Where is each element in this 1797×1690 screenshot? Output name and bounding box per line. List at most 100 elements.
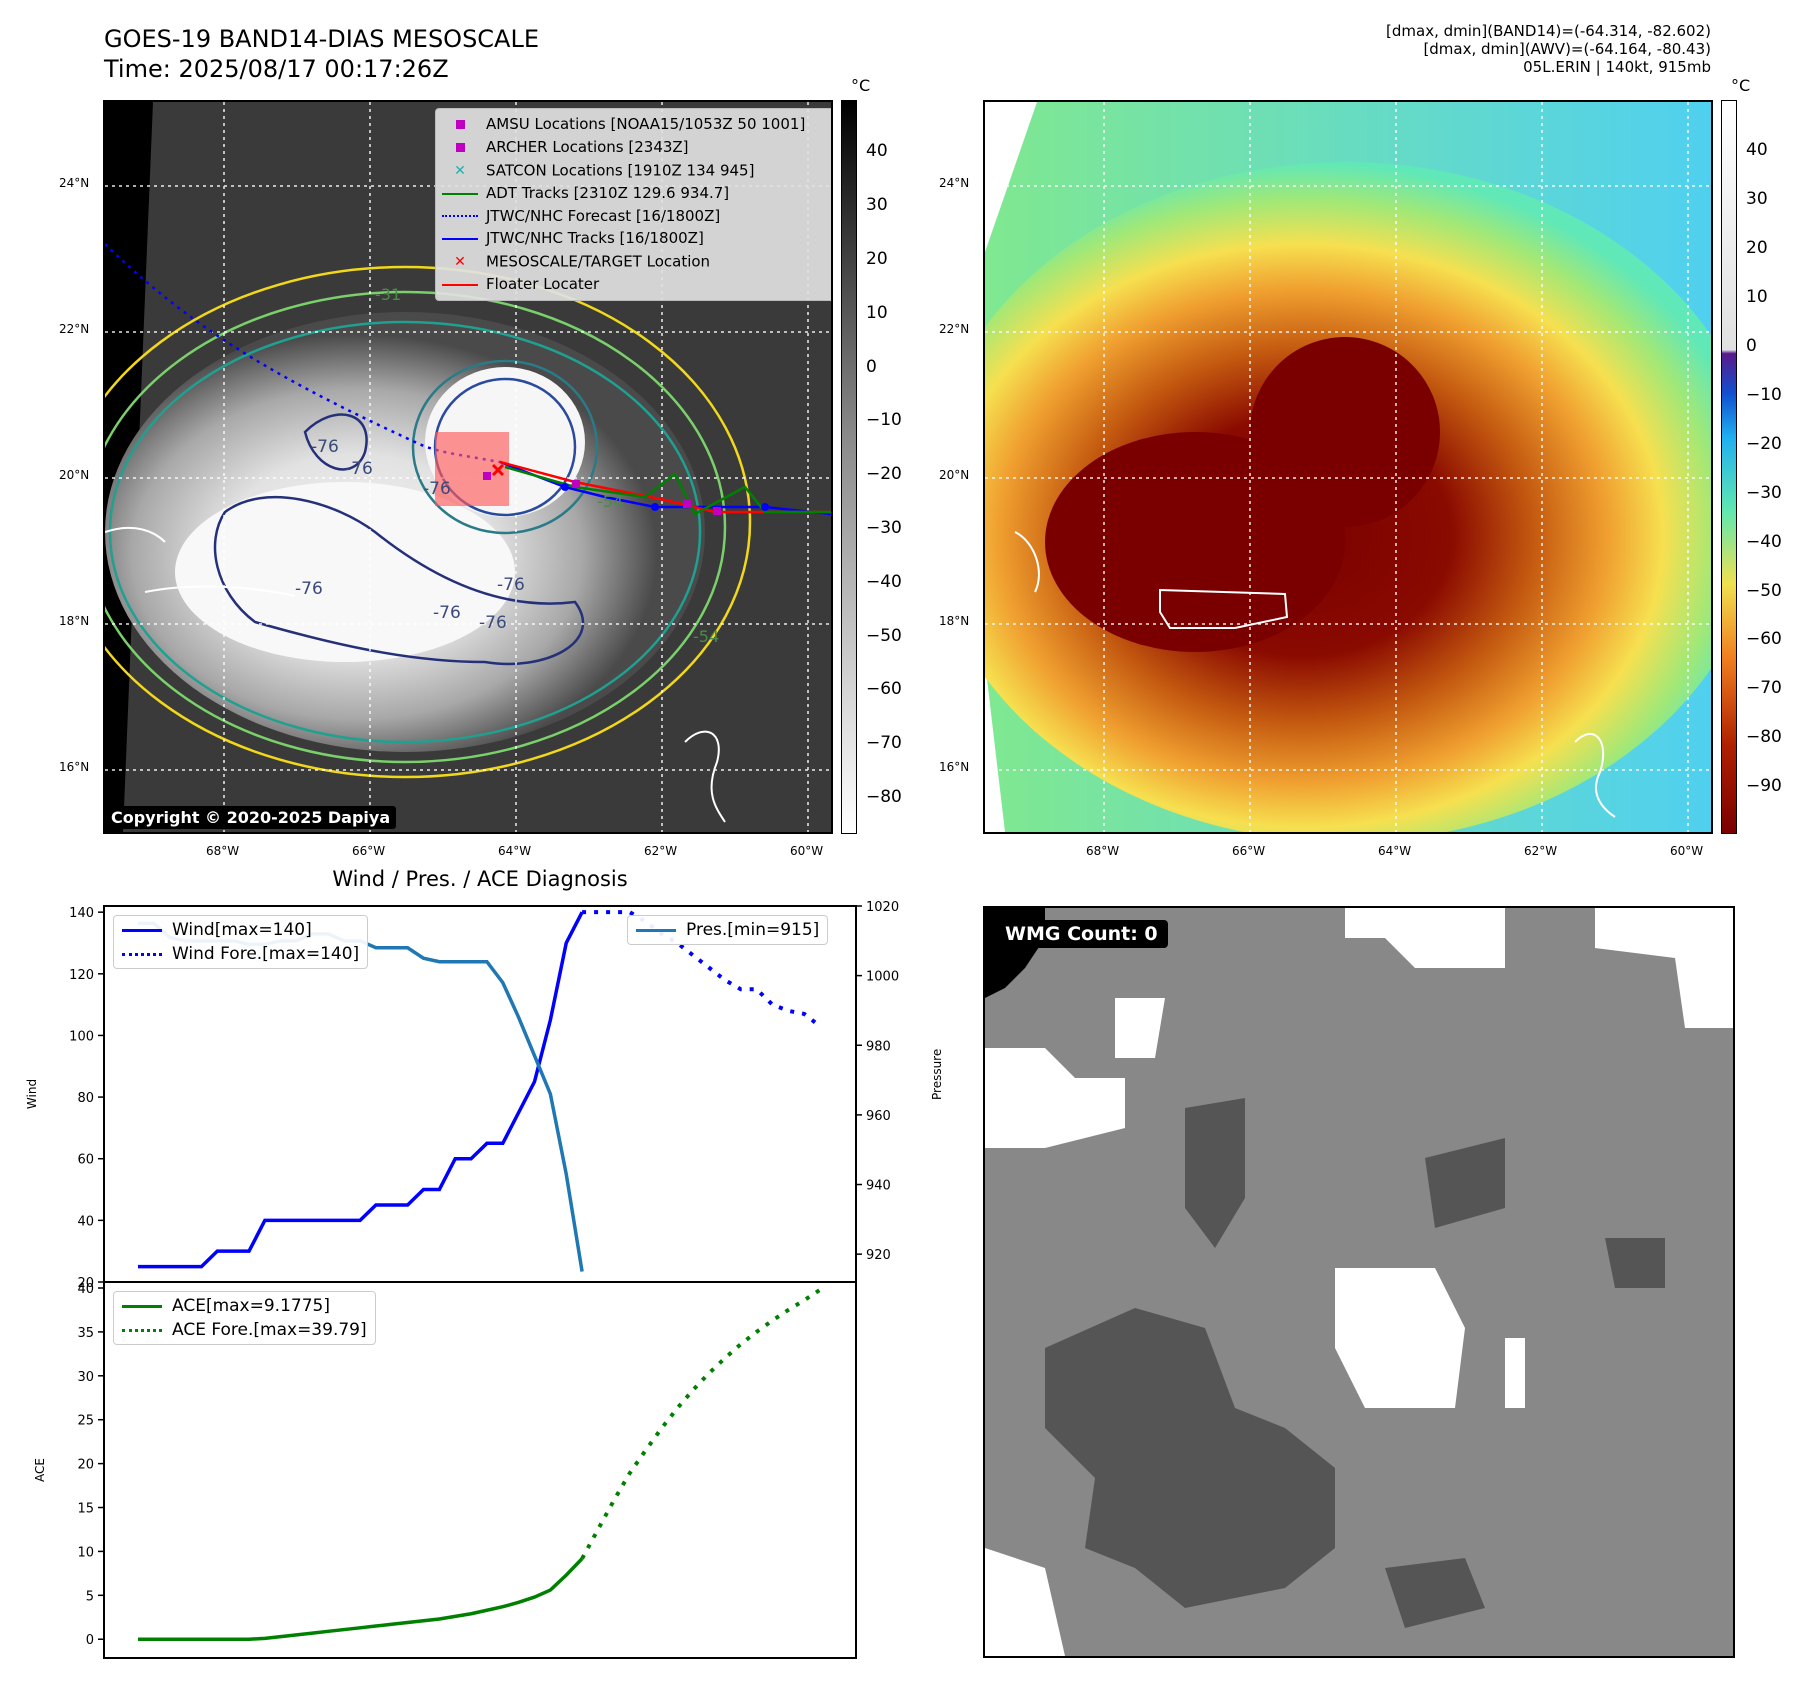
legend-swatch <box>442 192 478 195</box>
ace-forecast-line <box>580 1288 822 1560</box>
ace-tick-label: 30 <box>77 1370 94 1385</box>
wind-tick-label: 20 <box>77 1276 94 1291</box>
colorbar-tick-label: −10 <box>1746 384 1782 405</box>
legend-label: AMSU Locations [NOAA15/1053Z 50 1001] <box>486 115 806 133</box>
colorbar-tick-label: −20 <box>866 464 902 485</box>
gray-colorbar <box>841 100 857 834</box>
colorbar-tick-label: −80 <box>866 787 902 807</box>
info-line-1: [dmax, dmin](BAND14)=(-64.314, -82.602) <box>1386 22 1711 40</box>
ace-tick-label: 10 <box>77 1545 94 1560</box>
title-line-1: GOES-19 BAND14-DIAS MESOSCALE <box>104 25 540 53</box>
lat-label: 24°N <box>939 176 970 190</box>
colorbar-tick-label: 0 <box>866 356 877 377</box>
colorbar-tick-label: 30 <box>1746 188 1768 209</box>
lat-label: 22°N <box>59 322 90 336</box>
ace-tick-label: 20 <box>77 1458 94 1473</box>
wind-forecast-line <box>582 910 822 1028</box>
legend-swatch <box>442 136 478 159</box>
title-line-2: Time: 2025/08/17 00:17:26Z <box>104 55 449 83</box>
copyright-label: Copyright © 2020-2025 Dapiya <box>105 806 397 829</box>
legend-entry-ace: ACE[max=9.1775] <box>122 1294 367 1318</box>
wind-tick-label: 80 <box>77 1091 94 1106</box>
pressure-tick-label: 960 <box>866 1109 891 1124</box>
pressure-tick-label: 940 <box>866 1179 891 1194</box>
colorbar-tick-label: −10 <box>866 410 902 431</box>
contour-label: -76 <box>311 437 339 457</box>
ace-line <box>138 1557 584 1641</box>
legend-label: SATCON Locations [1910Z 134 945] <box>486 160 755 179</box>
pressure-tick-label: 980 <box>866 1039 891 1054</box>
wind-legend: Wind[max=140] Wind Fore.[max=140] <box>113 915 369 969</box>
legend-entry: Floater Locater <box>442 273 831 296</box>
lat-label: 16°N <box>59 760 90 774</box>
legend-swatch <box>442 113 478 136</box>
colorbar-tick-label: −40 <box>1746 531 1782 552</box>
awv-map-panel <box>983 100 1713 834</box>
lat-label: 22°N <box>939 322 970 336</box>
puerto-rico-outline <box>1159 588 1289 629</box>
lat-label: 24°N <box>59 176 90 190</box>
legend-swatch: ✕ <box>454 162 466 179</box>
legend-swatch: ✕ <box>454 253 466 270</box>
contour-label: -76 <box>433 603 461 623</box>
ace-tick-label: 0 <box>86 1633 94 1648</box>
info-line-2: [dmax, dmin](AWV)=(-64.164, -80.43) <box>1423 40 1711 58</box>
legend-swatch <box>442 237 478 240</box>
lon-label: 68°W <box>206 844 240 858</box>
legend-swatch <box>442 215 478 217</box>
colorbar-tick-label: −20 <box>1746 433 1782 454</box>
page-title: GOES-19 BAND14-DIAS MESOSCALE Time: 2025… <box>104 24 539 84</box>
ace-tick-label: 40 <box>77 1282 94 1297</box>
contour-label: -76 <box>497 575 525 595</box>
colorbar-tick-label: 0 <box>1746 335 1757 356</box>
lon-label: 66°W <box>352 844 386 858</box>
contour-label: -54 <box>693 627 719 646</box>
pressure-legend: Pres.[min=915] <box>627 915 829 945</box>
contour-label: -76 <box>345 459 373 479</box>
ace-tick-label: 25 <box>77 1414 94 1429</box>
ir-map-panel: -76 -76 -76 -76 -76 -76 -76 -54 -54 -31 … <box>103 100 833 834</box>
lon-label: 66°W <box>1232 844 1266 858</box>
colorbar-tick-label: 20 <box>866 248 888 269</box>
colorbar-tick-label: −50 <box>866 625 902 646</box>
ace-tick-label: 15 <box>77 1502 94 1517</box>
legend-entry: ARCHER Locations [2343Z] <box>442 136 831 159</box>
lon-label: 60°W <box>790 844 824 858</box>
legend-entry-pressure: Pres.[min=915] <box>636 918 819 942</box>
info-line-3: 05L.ERIN | 140kt, 915mb <box>1523 58 1711 76</box>
legend-entry-ace-forecast: ACE Fore.[max=39.79] <box>122 1318 367 1342</box>
contour-label: -31 <box>375 285 401 304</box>
legend-label: ARCHER Locations [2343Z] <box>486 137 689 156</box>
lon-label: 62°W <box>644 844 678 858</box>
diagnosis-chart: Wind / Pres. / ACE Diagnosis 20406080100… <box>25 867 899 1659</box>
contour-label: -76 <box>479 613 507 633</box>
colorbar-tick-label: 10 <box>1746 286 1768 307</box>
lon-label: 60°W <box>1670 844 1704 858</box>
wind-axis-label: Wind <box>25 1079 39 1109</box>
wind-tick-label: 120 <box>69 968 94 983</box>
contour-label: -76 <box>423 479 451 499</box>
contour-label: -54 <box>597 492 623 511</box>
wmg-eye-region <box>1335 1268 1465 1408</box>
legend-entry: ✕ SATCON Locations [1910Z 134 945] <box>442 159 831 183</box>
wmg-count-label: WMG Count: 0 <box>995 920 1168 948</box>
storm-info: [dmax, dmin](BAND14)=(-64.314, -82.602) … <box>1386 22 1711 76</box>
forecast-track-line <box>105 243 501 464</box>
map-legend: AMSU Locations [NOAA15/1053Z 50 1001] ARC… <box>435 108 831 301</box>
wind-tick-label: 60 <box>77 1153 94 1168</box>
colorbar-tick-label: 30 <box>866 195 888 216</box>
colorbar-tick-label: −60 <box>1746 629 1782 650</box>
legend-entry: JTWC/NHC Forecast [16/1800Z] <box>442 205 831 228</box>
ace-axes <box>103 1281 857 1659</box>
lon-label: 62°W <box>1524 844 1558 858</box>
lon-label: 68°W <box>1086 844 1120 858</box>
lon-label: 64°W <box>1378 844 1412 858</box>
wind-tick-label: 100 <box>69 1029 94 1044</box>
lat-label: 20°N <box>59 468 90 482</box>
colorbar-tick-label: 20 <box>1746 237 1768 258</box>
wind-line <box>138 911 584 1269</box>
lon-label: 64°W <box>498 844 532 858</box>
ace-tick-label: 35 <box>77 1326 94 1341</box>
colorbar-tick-label: −90 <box>1746 776 1782 797</box>
wmg-panel: WMG Count: 0 <box>983 906 1735 1658</box>
